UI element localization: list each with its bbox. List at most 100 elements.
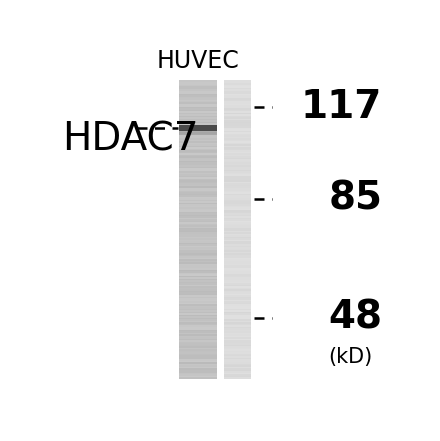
Bar [180, 188, 217, 189]
Bar [224, 235, 251, 237]
Bar [224, 182, 251, 183]
Bar [180, 319, 217, 321]
Bar [224, 286, 251, 288]
Bar [224, 247, 251, 249]
Bar [224, 152, 251, 153]
Bar [224, 101, 251, 102]
Bar [224, 108, 251, 110]
Bar [180, 86, 217, 88]
Bar [180, 197, 217, 198]
Text: 48: 48 [328, 299, 382, 337]
Bar [180, 195, 217, 197]
Bar [224, 102, 251, 104]
Bar [224, 334, 251, 336]
Bar [224, 222, 251, 224]
Bar [180, 279, 217, 280]
Bar [180, 313, 217, 315]
Bar [180, 113, 217, 115]
Bar [180, 134, 217, 135]
Bar [180, 131, 217, 132]
Bar [180, 98, 217, 100]
Bar [224, 366, 251, 367]
Bar [180, 334, 217, 336]
Bar [224, 185, 251, 186]
Bar [224, 132, 251, 134]
Bar [224, 370, 251, 371]
Bar [224, 189, 251, 191]
Bar [224, 105, 251, 107]
Bar [180, 289, 217, 291]
Bar [180, 301, 217, 303]
Bar [224, 198, 251, 200]
Bar [180, 167, 217, 168]
Bar [180, 185, 217, 186]
Bar [224, 327, 251, 328]
Bar [224, 98, 251, 100]
Bar [224, 268, 251, 270]
Bar [180, 298, 217, 300]
Bar [224, 267, 251, 268]
Bar [180, 200, 217, 201]
Bar [180, 351, 217, 352]
Bar [180, 346, 217, 348]
Bar [180, 306, 217, 307]
Bar [180, 143, 217, 144]
Bar [180, 194, 217, 195]
Bar [180, 174, 217, 176]
Bar [224, 143, 251, 144]
Bar [224, 119, 251, 120]
Bar [180, 304, 217, 306]
Bar [224, 348, 251, 349]
Bar [224, 82, 251, 83]
Bar [224, 315, 251, 316]
Bar [224, 291, 251, 292]
Bar [180, 201, 217, 202]
Bar [180, 138, 217, 140]
Bar [224, 171, 251, 173]
Bar [224, 264, 251, 265]
Bar [224, 374, 251, 376]
Bar [224, 298, 251, 300]
Bar [224, 224, 251, 225]
Bar [224, 300, 251, 301]
Bar [180, 288, 217, 289]
Bar [224, 324, 251, 325]
Bar [224, 201, 251, 202]
Bar [180, 213, 217, 215]
Bar [180, 373, 217, 374]
Bar [180, 125, 217, 127]
Bar [224, 279, 251, 280]
Bar [180, 268, 217, 270]
Bar [224, 140, 251, 142]
Bar [224, 364, 251, 366]
Bar [224, 319, 251, 321]
Bar [180, 153, 217, 155]
Bar [180, 329, 217, 331]
Bar [180, 129, 217, 131]
Bar [224, 195, 251, 197]
Bar [180, 352, 217, 354]
Bar [224, 186, 251, 188]
Bar [224, 86, 251, 88]
Bar [224, 231, 251, 232]
Bar [224, 273, 251, 274]
Bar [180, 220, 217, 222]
Bar [180, 367, 217, 368]
Bar [180, 182, 217, 183]
Bar [224, 173, 251, 174]
Bar [224, 359, 251, 361]
Bar [224, 325, 251, 327]
Bar [180, 137, 217, 138]
Bar [224, 280, 251, 282]
Bar [180, 267, 217, 268]
Bar [224, 337, 251, 339]
Bar [224, 213, 251, 215]
Bar [224, 354, 251, 355]
Bar [224, 202, 251, 204]
Bar [224, 83, 251, 85]
Bar [180, 295, 217, 297]
Bar [180, 171, 217, 173]
Bar [180, 209, 217, 210]
Bar [180, 265, 217, 267]
Bar [224, 125, 251, 127]
